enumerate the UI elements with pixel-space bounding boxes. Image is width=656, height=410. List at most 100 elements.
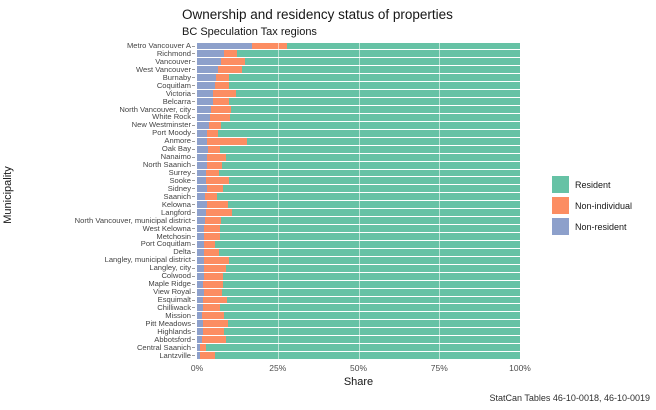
bar-segment-resident [235,90,520,98]
bar-segment-resident [247,137,520,145]
bar-row [197,201,520,209]
bar-segment-non-individual [206,137,248,145]
bar-row [197,82,520,90]
bar-row [197,288,520,296]
bar-segment-non-resident [197,106,211,113]
bar-segment-non-individual [199,352,216,359]
y-axis-tick [192,240,197,248]
bar-segment-non-individual [206,209,232,217]
bar-segment-resident [222,280,520,288]
y-axis-tick [192,217,197,225]
y-axis-tick [192,169,197,177]
bar-segment-non-individual [207,129,218,137]
y-axis-tick [192,82,197,90]
tick-mark [192,132,195,134]
bar-segment-non-individual [202,296,228,304]
bar-segment-non-individual [207,161,222,169]
bar-segment-resident [245,58,520,66]
y-axis-label: Oak Bay [161,144,191,154]
bar-segment-resident [231,209,520,217]
bar-segment-resident [229,74,520,82]
tick-mark [192,109,195,110]
bar-segment-non-individual [205,217,221,225]
y-axis-labels: Metro Vancouver A Richmond Vancouver West V… [0,42,191,360]
y-axis-label: West Kelowna [142,223,191,233]
bar-segment-resident [219,225,520,232]
bar-segment-non-individual [208,121,222,129]
y-axis-label: Anmore [164,136,191,146]
bar-segment-non-resident [197,256,205,264]
y-axis-tick [192,137,197,145]
y-axis-label: Langley, city [149,263,191,273]
y-axis-tick [192,121,197,129]
y-axis-label: Esquimalt [157,295,191,304]
tick-mark [192,69,195,71]
bar-segment-non-resident [197,58,222,66]
chart-title: Ownership and residency status of proper… [182,7,453,22]
y-axis-tick [192,90,197,98]
bar-segment-resident [227,320,520,328]
y-axis-tick [192,304,197,312]
bar-segment-non-resident [197,272,205,280]
bar-segment-resident [226,264,520,272]
bar-segment-non-resident [197,344,201,352]
y-axis-tick [192,58,197,66]
bar-segment-non-individual [204,248,220,256]
legend-label: Non-resident [575,221,627,232]
y-axis-label: Burnaby [162,72,191,82]
y-axis-label: Langford [161,207,191,217]
bar-row [197,129,520,137]
bar-segment-non-resident [197,209,207,217]
bar-row [197,248,520,256]
bar-segment-non-resident [197,336,202,344]
bar-segment-non-resident [197,240,205,248]
bar-segment-non-resident [197,201,207,209]
y-axis-label: Surrey [168,168,191,177]
bar-segment-resident [215,240,520,248]
tick-mark [192,291,195,293]
tick-mark [192,196,195,198]
bar-row [197,233,520,241]
y-axis-tick [192,344,197,352]
tick-mark [192,331,195,333]
y-axis-tick [192,256,197,264]
bar-segment-resident [221,161,520,169]
bar-segment-non-resident [197,161,207,169]
bar-segment-non-resident [197,233,204,240]
bar-segment-resident [228,201,520,209]
bar-row [197,320,520,328]
tick-mark [192,236,195,237]
tick-mark [192,243,195,245]
bar-segment-resident [229,177,520,185]
bar-segment-non-individual [210,106,231,113]
x-axis-tick-label: 100% [509,363,531,373]
y-axis-tick [192,328,197,336]
y-axis-label: Metro Vancouver A [126,41,191,50]
y-axis-label: Pitt Meadows [145,318,191,328]
tick-mark [192,299,195,301]
y-axis-tick [192,177,197,185]
bar-segment-resident [206,344,520,352]
bar-row [197,185,520,193]
bar-segment-non-resident [197,280,204,288]
legend-item: Non-individual [552,197,632,214]
legend-label: Non-individual [575,200,633,211]
chart-subtitle: BC Speculation Tax regions [182,26,317,38]
bar-segment-non-individual [202,320,228,328]
bar-row [197,328,520,336]
bar-row [197,352,520,360]
tick-mark [192,124,195,126]
legend-label: Resident [575,179,611,190]
bar-segment-non-individual [217,66,243,74]
y-axis-label: Central Saanich [136,342,191,352]
bar-segment-non-resident [197,296,203,304]
bar-segment-resident [216,193,520,201]
y-axis-label: Highlands [157,326,191,336]
bar-segment-non-individual [203,264,227,272]
legend-key-swatch [552,218,569,235]
y-axis-tick [192,153,197,161]
bar-segment-resident [219,304,520,312]
y-axis-tick [192,113,197,121]
y-axis-label: North Saanich [142,160,191,170]
